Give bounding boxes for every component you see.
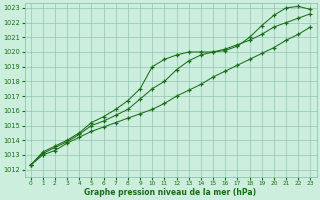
X-axis label: Graphe pression niveau de la mer (hPa): Graphe pression niveau de la mer (hPa) bbox=[84, 188, 257, 197]
